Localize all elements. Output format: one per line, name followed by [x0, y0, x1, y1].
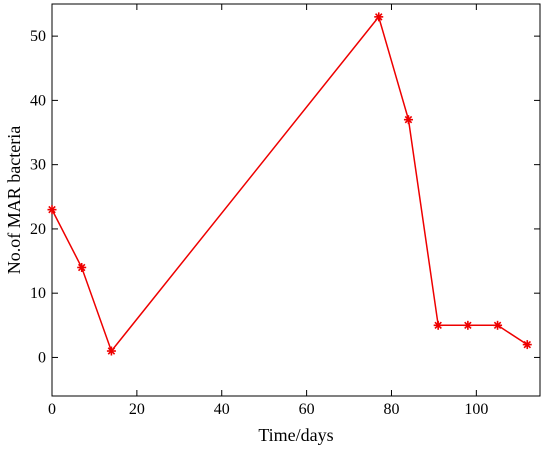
y-tick-label: 40 [30, 92, 46, 109]
x-tick-label: 100 [464, 401, 488, 418]
axis-ticks [51, 4, 540, 396]
plot-frame [51, 3, 541, 397]
data-point-marker [77, 262, 87, 272]
y-tick-label: 50 [30, 28, 46, 45]
data-point-marker [47, 205, 57, 215]
data-point-marker [493, 320, 503, 330]
tick-labels: 0 20 40 60 80 100 0 10 20 30 40 50 [30, 28, 488, 418]
data-markers [47, 12, 532, 356]
y-tick-label: 10 [30, 285, 46, 302]
series-line [51, 15, 528, 353]
data-point-marker [374, 12, 384, 22]
x-tick-label: 80 [383, 401, 399, 418]
y-axis-title: No.of MAR bacteria [4, 126, 24, 274]
x-tick-label: 0 [48, 401, 56, 418]
data-point-marker [433, 320, 443, 330]
x-axis-title: Time/days [258, 425, 333, 445]
x-tick-label: 40 [214, 401, 230, 418]
y-tick-label: 30 [30, 157, 46, 174]
data-point-marker [106, 346, 116, 356]
y-tick-label: 0 [38, 349, 46, 366]
x-tick-label: 20 [129, 401, 145, 418]
data-point-marker [403, 115, 413, 125]
data-point-marker [522, 340, 532, 350]
y-tick-label: 20 [30, 221, 46, 238]
x-tick-label: 60 [299, 401, 315, 418]
data-point-marker [463, 320, 473, 330]
